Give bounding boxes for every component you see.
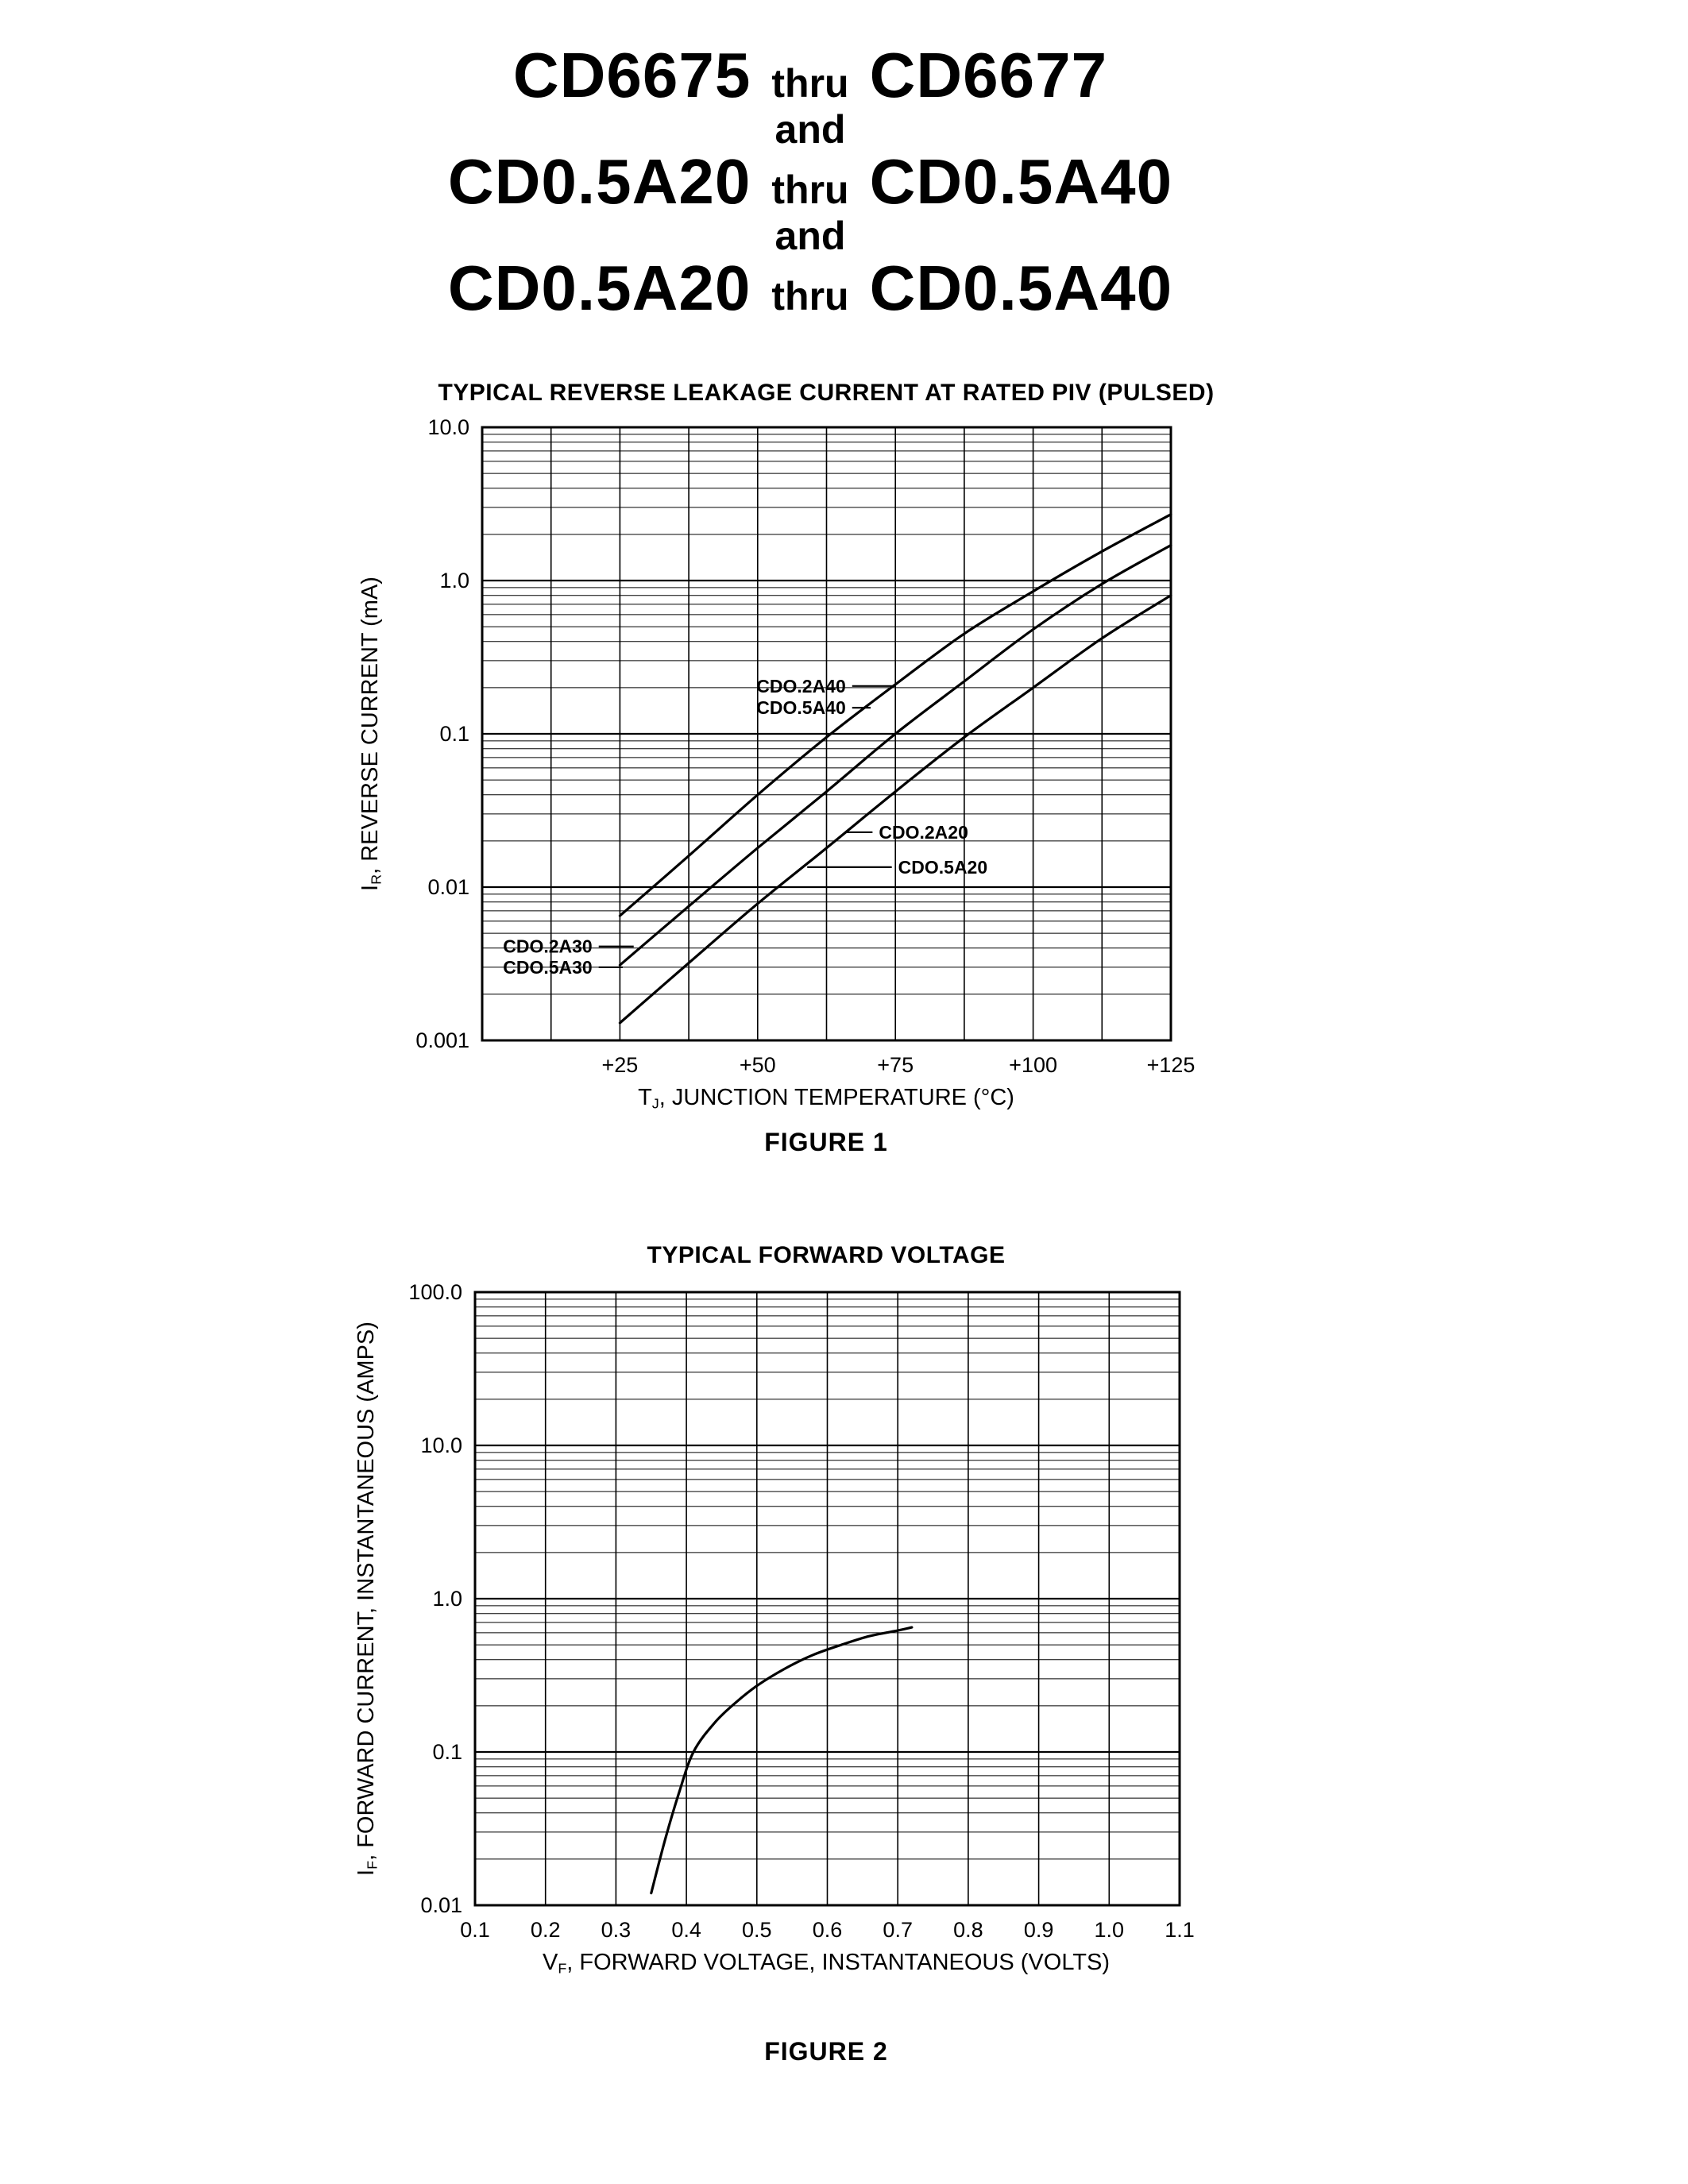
y-tick-label: 0.1 — [439, 722, 469, 746]
y-tick-label: 0.01 — [427, 875, 469, 899]
x-tick-label: +100 — [1009, 1053, 1057, 1077]
y-tick-label: 100.0 — [408, 1280, 462, 1304]
x-tick-label: +75 — [877, 1053, 914, 1077]
thru-text: thru — [771, 61, 849, 106]
x-axis-subscript: J — [651, 1095, 659, 1112]
y-tick-label: 0.001 — [415, 1028, 469, 1052]
and-text: and — [774, 107, 846, 152]
series-curve-2 — [618, 594, 1172, 1024]
x-tick-label: 1.1 — [1165, 1918, 1195, 1942]
y-tick-label: 1.0 — [439, 569, 469, 592]
x-tick-label: 0.8 — [953, 1918, 983, 1942]
x-tick-label: +50 — [740, 1053, 776, 1077]
plot-border — [481, 426, 1172, 1042]
figure2-x-axis-label: VF, FORWARD VOLTAGE, INSTANTANEOUS (VOLT… — [508, 1950, 1144, 1977]
annotation-label: CDO.5A30 — [503, 957, 592, 978]
x-tick-label: 0.1 — [460, 1918, 490, 1942]
plot-border — [473, 1291, 1181, 1907]
part-range-start: CD0.5A20 — [447, 146, 751, 217]
thru-text: thru — [771, 168, 849, 212]
y-tick-label: 1.0 — [432, 1587, 462, 1611]
y-tick-label: 10.0 — [427, 415, 469, 439]
part-range-end: CD6677 — [869, 40, 1108, 110]
x-tick-label: 0.7 — [883, 1918, 913, 1942]
x-tick-label: 0.4 — [671, 1918, 701, 1942]
x-tick-label: 0.2 — [531, 1918, 561, 1942]
x-tick-label: 0.3 — [601, 1918, 632, 1942]
annotation-label: CDO.2A40 — [756, 676, 845, 696]
x-tick-label: 1.0 — [1095, 1918, 1125, 1942]
x-axis-text: , FORWARD VOLTAGE, INSTANTANEOUS (VOLTS) — [566, 1950, 1111, 1975]
annotation-label: CDO.2A20 — [879, 822, 968, 843]
y-tick-label: 0.01 — [420, 1893, 462, 1917]
y-tick-label: 10.0 — [420, 1433, 462, 1457]
y-tick-label: 0.1 — [432, 1740, 462, 1764]
x-tick-label: 0.9 — [1024, 1918, 1054, 1942]
part-range-start: CD6675 — [512, 40, 751, 110]
annotation-label: CDO.5A20 — [898, 857, 987, 878]
x-axis-symbol: V — [542, 1950, 558, 1975]
x-tick-label: +125 — [1147, 1053, 1196, 1077]
part-number-title: CD6675 thru CD6677 and CD0.5A20 thru CD0… — [0, 41, 1620, 322]
figure2-caption: FIGURE 2 — [764, 2037, 888, 2066]
part-range-end: CD0.5A40 — [869, 146, 1173, 217]
figure1-x-axis-label: TJ, JUNCTION TEMPERATURE (°C) — [508, 1085, 1144, 1112]
and-text: and — [774, 214, 846, 258]
title-row-1: CD6675 thru CD6677 — [513, 41, 1107, 110]
figure1-plot: +25 +50 +75 +100 +125 10.0 1.0 0.1 0.01 0.001 CDO.… — [415, 415, 1196, 1077]
thru-text: thru — [771, 274, 849, 318]
part-range-start: CD0.5A20 — [447, 253, 751, 323]
x-tick-label: +25 — [601, 1053, 638, 1077]
series-curve-1 — [618, 543, 1172, 967]
title-row-5: CD0.5A20 thru CD0.5A40 — [448, 254, 1172, 322]
title-row-4: and — [774, 214, 846, 258]
figure1-caption: FIGURE 1 — [764, 1128, 888, 1156]
figure2-title: TYPICAL FORWARD VOLTAGE — [647, 1242, 1006, 1268]
annotation-label: CDO.2A30 — [503, 936, 592, 957]
x-tick-label: 0.6 — [813, 1918, 843, 1942]
title-row-2: and — [774, 107, 846, 152]
title-row-3: CD0.5A20 thru CD0.5A40 — [448, 148, 1172, 216]
x-axis-subscript: F — [558, 1960, 567, 1977]
x-axis-text: , JUNCTION TEMPERATURE (°C) — [659, 1085, 1014, 1110]
part-range-end: CD0.5A40 — [869, 253, 1173, 323]
series-curve-0 — [618, 513, 1172, 917]
annotation-label: CDO.5A40 — [756, 697, 845, 718]
x-axis-symbol: T — [638, 1085, 652, 1110]
x-tick-label: 0.5 — [742, 1918, 772, 1942]
figure1-title: TYPICAL REVERSE LEAKAGE CURRENT AT RATED… — [438, 380, 1215, 406]
series-curve-0 — [650, 1626, 914, 1895]
figure2-plot: 0.1 0.2 0.3 0.4 0.5 0.6 0.7 0.8 0.9 1.0 1.1 100.0 10… — [408, 1280, 1195, 1942]
